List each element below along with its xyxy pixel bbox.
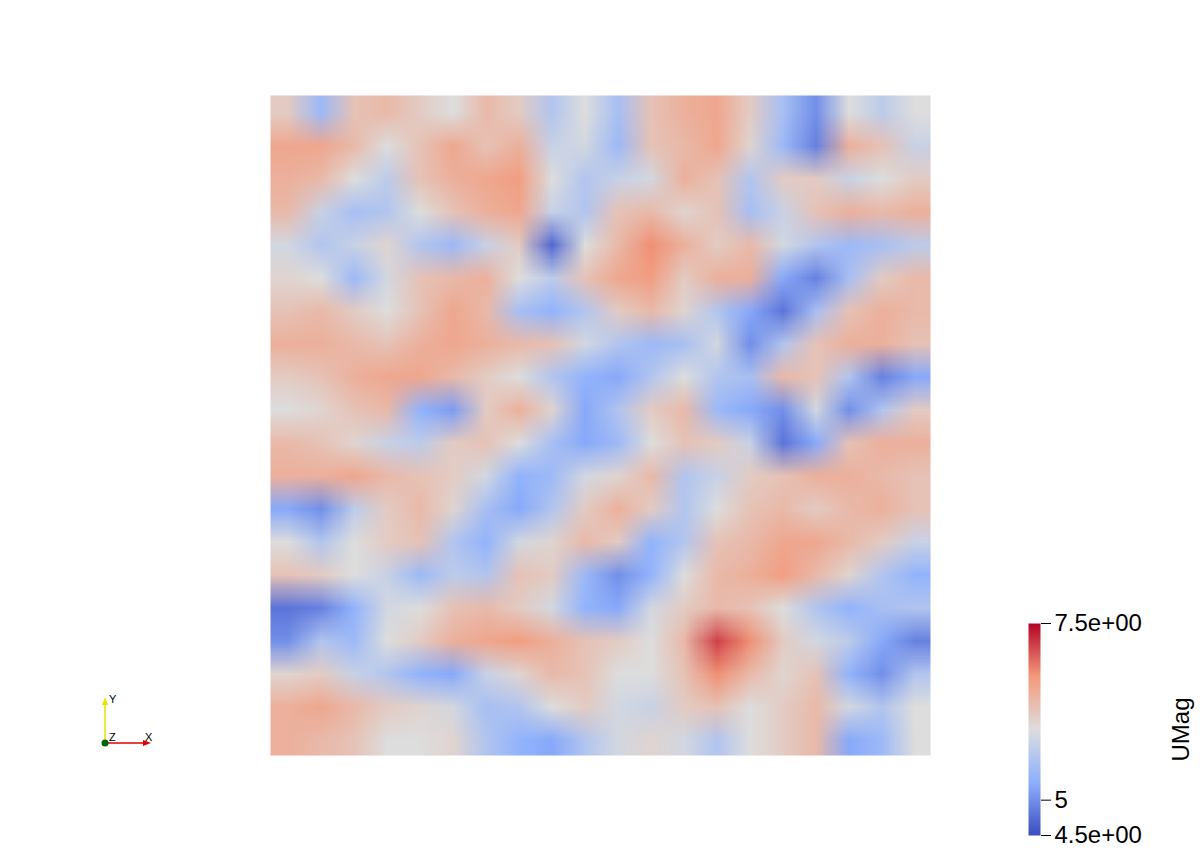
- svg-text:4.5e+00: 4.5e+00: [1055, 821, 1142, 848]
- svg-text:5: 5: [1055, 786, 1068, 813]
- svg-text:7.5e+00: 7.5e+00: [1055, 609, 1142, 636]
- svg-text:UMag: UMag: [1167, 697, 1194, 761]
- svg-text:Y: Y: [109, 693, 117, 705]
- svg-text:X: X: [145, 731, 153, 743]
- svg-text:Z: Z: [109, 731, 116, 743]
